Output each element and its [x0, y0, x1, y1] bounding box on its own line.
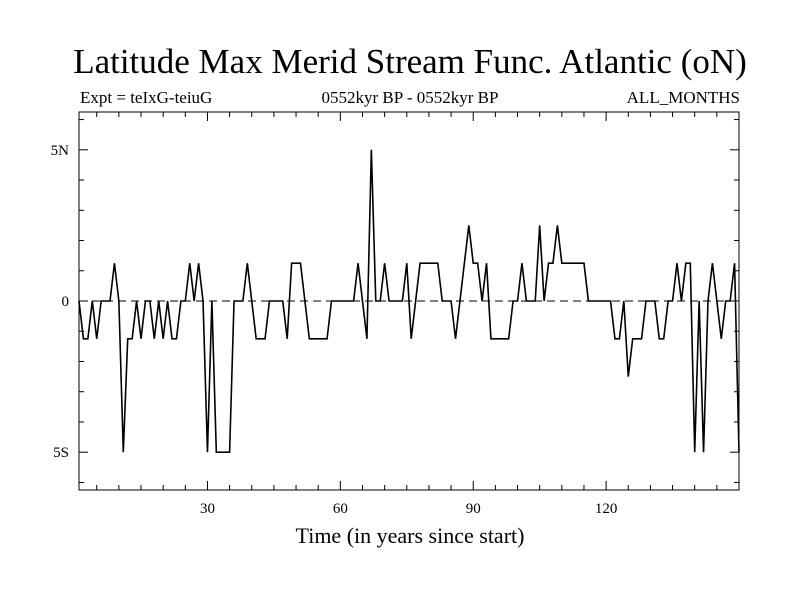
- period-label: 0552kyr BP - 0552kyr BP: [321, 88, 499, 107]
- x-tick-label: 90: [466, 501, 481, 517]
- x-tick-label: 60: [333, 501, 348, 517]
- experiment-label: Expt = teIxG-teiuG: [80, 88, 213, 107]
- y-tick-label: 5S: [53, 445, 69, 461]
- months-label: ALL_MONTHS: [626, 88, 740, 107]
- chart-title: Latitude Max Merid Stream Func. Atlantic…: [73, 42, 747, 81]
- x-axis-label: Time (in years since start): [295, 523, 525, 548]
- x-tick-label: 120: [595, 501, 618, 517]
- y-tick-label: 0: [62, 294, 70, 310]
- y-tick-label: 5N: [51, 143, 70, 159]
- x-tick-label: 30: [200, 501, 215, 517]
- series-line: [78, 149, 740, 454]
